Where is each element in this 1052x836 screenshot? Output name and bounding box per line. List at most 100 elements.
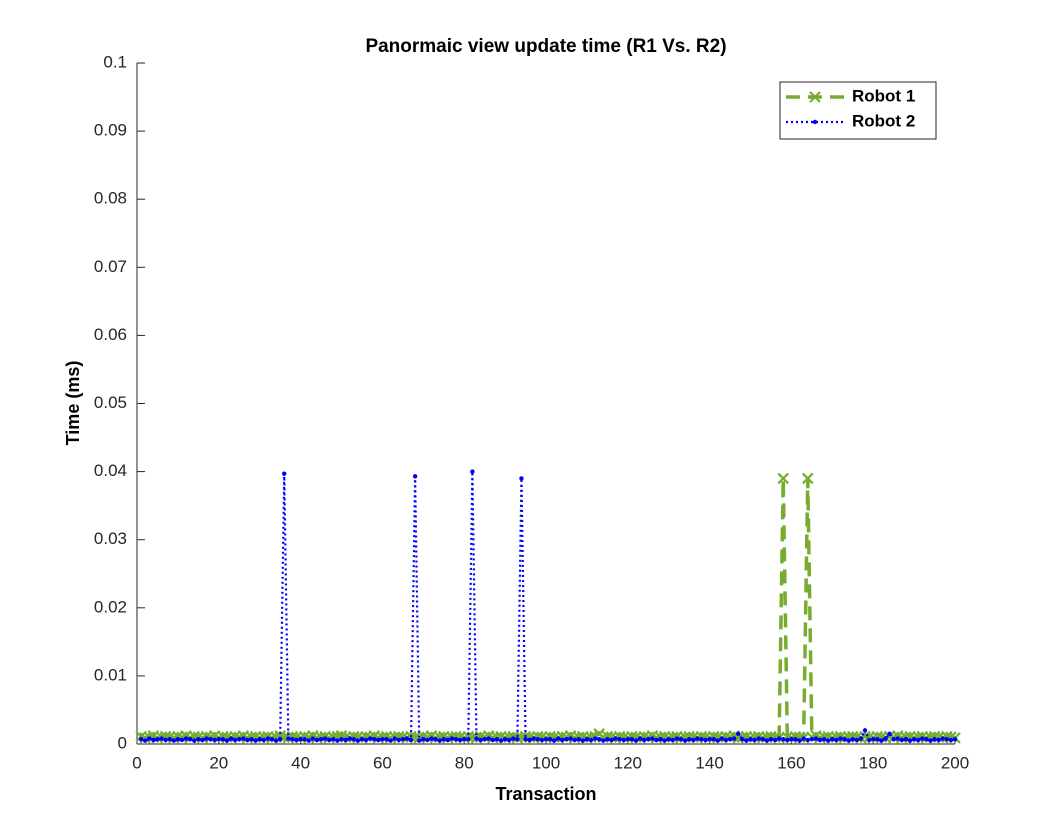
- marker: [331, 737, 336, 742]
- marker: [400, 737, 406, 742]
- marker: [580, 738, 586, 743]
- x-tick-label: 100: [532, 753, 560, 772]
- marker: [306, 738, 311, 743]
- y-tick-label: 0.01: [94, 665, 127, 684]
- marker: [482, 737, 487, 742]
- marker: [212, 737, 217, 743]
- marker: [891, 737, 896, 742]
- marker: [318, 737, 324, 742]
- marker: [359, 737, 365, 742]
- marker: [654, 737, 659, 743]
- marker: [187, 737, 193, 742]
- marker: [911, 737, 917, 742]
- marker: [478, 737, 483, 743]
- marker: [147, 736, 152, 741]
- marker: [805, 737, 810, 743]
- marker: [817, 737, 823, 743]
- marker: [523, 737, 528, 742]
- marker: [670, 737, 675, 743]
- x-tick-label: 160: [777, 753, 805, 772]
- marker: [764, 738, 770, 743]
- marker: [936, 737, 941, 743]
- marker: [237, 737, 242, 742]
- marker: [907, 738, 913, 743]
- marker: [662, 738, 667, 743]
- marker: [453, 737, 459, 742]
- marker: [952, 737, 958, 742]
- marker: [883, 736, 888, 741]
- marker: [216, 737, 221, 742]
- marker: [760, 737, 765, 742]
- marker: [486, 736, 491, 741]
- marker: [813, 736, 819, 741]
- marker: [220, 737, 226, 742]
- marker: [674, 736, 680, 741]
- marker: [772, 737, 778, 743]
- marker: [584, 737, 590, 742]
- marker: [404, 736, 410, 741]
- marker: [592, 736, 598, 741]
- marker: [535, 737, 541, 742]
- marker: [445, 737, 451, 743]
- marker: [588, 737, 594, 743]
- x-axis-label: Transaction: [495, 784, 596, 804]
- marker: [727, 737, 733, 742]
- marker: [531, 736, 536, 741]
- marker: [846, 738, 851, 743]
- series: [138, 469, 958, 743]
- marker: [290, 737, 295, 742]
- x-tick-label: 140: [695, 753, 723, 772]
- marker: [429, 736, 434, 741]
- marker: [821, 737, 827, 742]
- marker: [204, 736, 209, 741]
- marker: [850, 737, 855, 742]
- legend-label: Robot 1: [852, 86, 915, 105]
- marker: [691, 737, 696, 743]
- marker: [781, 737, 786, 742]
- y-tick-label: 0.05: [94, 393, 127, 412]
- marker: [899, 737, 905, 743]
- marker: [298, 737, 303, 742]
- marker: [715, 738, 720, 743]
- marker: [834, 737, 839, 743]
- marker: [666, 737, 671, 742]
- y-tick-label: 0.06: [94, 325, 127, 344]
- marker: [617, 737, 622, 742]
- x-tick-label: 0: [132, 753, 141, 772]
- x-tick-label: 120: [614, 753, 642, 772]
- marker: [355, 738, 361, 743]
- marker: [269, 737, 275, 742]
- marker: [903, 737, 909, 742]
- y-tick-label: 0: [118, 733, 127, 752]
- x-tick-label: 20: [209, 753, 228, 772]
- marker: [286, 736, 291, 741]
- marker: [253, 738, 258, 743]
- marker: [801, 736, 806, 741]
- chart-title: Panormaic view update time (R1 Vs. R2): [365, 36, 726, 57]
- marker: [703, 737, 708, 743]
- marker: [457, 737, 463, 743]
- marker: [372, 737, 377, 742]
- marker: [556, 736, 561, 741]
- y-tick-label: 0.03: [94, 529, 127, 548]
- x-tick-label: 180: [859, 753, 887, 772]
- marker: [875, 737, 880, 742]
- marker: [895, 736, 900, 741]
- marker: [768, 737, 774, 742]
- marker: [224, 738, 230, 743]
- legend-marker: [809, 91, 821, 103]
- marker: [809, 737, 815, 742]
- marker: [613, 736, 618, 741]
- marker: [351, 737, 356, 742]
- marker: [441, 737, 446, 742]
- marker: [412, 474, 418, 479]
- marker: [871, 737, 876, 742]
- marker: [159, 736, 164, 741]
- marker: [707, 737, 712, 742]
- marker: [646, 737, 651, 742]
- marker: [658, 737, 663, 742]
- marker: [777, 472, 789, 485]
- marker: [564, 737, 569, 742]
- marker: [511, 736, 516, 741]
